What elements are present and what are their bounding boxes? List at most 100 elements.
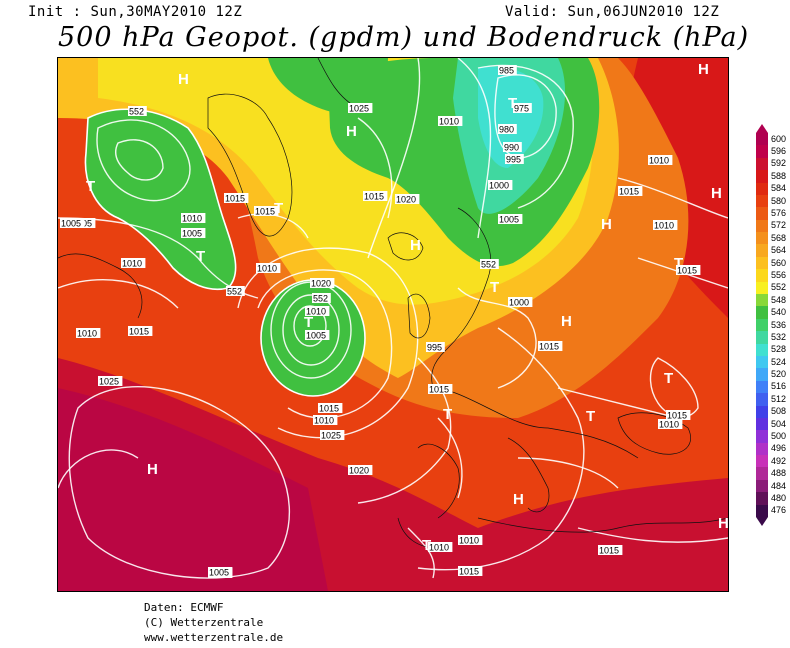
contour-label-box	[676, 265, 701, 275]
contour-label-box	[348, 465, 373, 475]
legend-swatch	[756, 331, 768, 345]
contour-label-box	[305, 330, 330, 340]
contour-label: 995	[506, 155, 521, 165]
contour-label-box	[226, 286, 245, 296]
contour-label-box	[128, 326, 153, 336]
legend-swatch	[756, 182, 768, 196]
system-h-scandinavia: H	[410, 237, 421, 254]
legend-tick-label: 520	[771, 369, 787, 380]
contour-label-box	[498, 65, 517, 75]
contour-label: 1015	[129, 327, 149, 337]
contour-label-box	[320, 430, 345, 440]
legend-tick-label: 600	[771, 133, 787, 144]
contour-label: 1020	[349, 466, 369, 476]
contour-label: 1000	[489, 181, 509, 191]
contour-label: 1025	[99, 377, 119, 387]
contour-label-box	[224, 193, 249, 203]
contour-label: 1010	[659, 420, 679, 430]
system-h-arctic-east: H	[698, 61, 709, 78]
legend-tick-label: 596	[771, 146, 787, 157]
low-labrador-fill	[85, 109, 236, 290]
contour-label: 1015	[539, 342, 559, 352]
legend-tick-label: 532	[771, 331, 787, 342]
legend-swatch	[756, 368, 768, 382]
credits: Daten: ECMWF (C) Wetterzentrale www.wett…	[144, 600, 283, 645]
legend-swatch	[756, 442, 768, 456]
legend-swatch	[756, 380, 768, 394]
contour-label: 552	[227, 287, 242, 297]
system-h-urals: H	[711, 185, 722, 202]
legend-swatch	[756, 256, 768, 270]
legend-swatch	[756, 281, 768, 295]
contour-label: 1010	[182, 214, 202, 224]
contour-label-box	[181, 213, 206, 223]
legend-tick-label: 572	[771, 220, 787, 231]
init-time: Init : Sun,30MAY2010 12Z	[28, 4, 243, 20]
coastlines	[58, 58, 728, 549]
legend-swatch	[756, 170, 768, 184]
contour-label: 1015	[667, 411, 687, 421]
legend-swatch	[756, 194, 768, 208]
legend-tick-label: 592	[771, 158, 787, 169]
contour-label-box	[395, 194, 420, 204]
legend-swatch	[756, 219, 768, 233]
legend-tick-label: 524	[771, 356, 787, 367]
legend-swatch	[756, 355, 768, 369]
contour-label: 995	[427, 343, 442, 353]
legend-tick-label: 476	[771, 505, 787, 516]
contour-label: 1010	[654, 221, 674, 231]
system-t-sahara: T	[422, 537, 431, 554]
legend-swatch	[756, 232, 768, 245]
legend-swatch	[756, 343, 768, 357]
contour-label-box	[480, 259, 499, 269]
contour-label: 1010	[77, 329, 97, 339]
legend-tick-label: 568	[771, 232, 787, 243]
contour-label-box	[438, 116, 463, 126]
legend-swatch	[756, 479, 768, 493]
system-h-mediterranean: H	[513, 491, 524, 508]
contour-label: 1000	[509, 298, 529, 308]
contour-label-box	[505, 154, 524, 164]
system-t-baltic: T	[490, 279, 499, 296]
legend-swatch	[756, 504, 768, 518]
legend-arrow-down-icon	[756, 517, 768, 526]
legend-tick-label: 492	[771, 455, 787, 466]
legend-tick-label: 508	[771, 406, 787, 417]
contour-label: 1005	[306, 331, 326, 341]
contour-labels: 1005 552 1025 985 975 1010 980 990 995 1010 1020 10…	[60, 65, 701, 579]
system-h-europe: H	[561, 313, 572, 330]
contour-label: 1025	[349, 104, 369, 114]
contour-label-box	[653, 220, 678, 230]
legend-tick-label: 576	[771, 208, 787, 219]
legend-swatch	[756, 455, 768, 468]
contour-label: 1010	[429, 543, 449, 553]
legend-tick-label: 536	[771, 319, 787, 330]
contour-label: 1025	[321, 431, 341, 441]
legend-tick-label: 496	[771, 443, 787, 454]
legend-tick-label: 564	[771, 245, 787, 256]
legend-tick-label: 560	[771, 257, 787, 268]
system-t-barents: T	[508, 95, 517, 112]
contour-label: 1010	[649, 156, 669, 166]
contour-label: 1020	[311, 279, 331, 289]
contour-label: 552	[129, 107, 144, 117]
contour-label-box	[256, 263, 281, 273]
contour-label-box	[618, 186, 643, 196]
legend-swatch	[756, 207, 768, 221]
contour-label-box	[428, 542, 453, 552]
contour-label-box	[363, 191, 388, 201]
contour-label-box	[538, 341, 563, 351]
credits-url: www.wetterzentrale.de	[144, 631, 284, 644]
legend-tick-label: 588	[771, 170, 787, 181]
contour-label-box	[305, 306, 330, 316]
legend-tick-label: 516	[771, 381, 787, 392]
contour-label-box	[648, 155, 673, 165]
contour-label-box	[312, 293, 331, 303]
system-t-hudson: T	[196, 248, 205, 265]
system-t-labrador: T	[86, 178, 95, 195]
credits-copyright: (C) Wetterzentrale	[144, 616, 264, 629]
legend-swatch	[756, 467, 768, 481]
contour-label: 552	[481, 260, 496, 270]
legend-tick-label: 500	[771, 430, 787, 441]
contour-label-box	[313, 415, 338, 425]
